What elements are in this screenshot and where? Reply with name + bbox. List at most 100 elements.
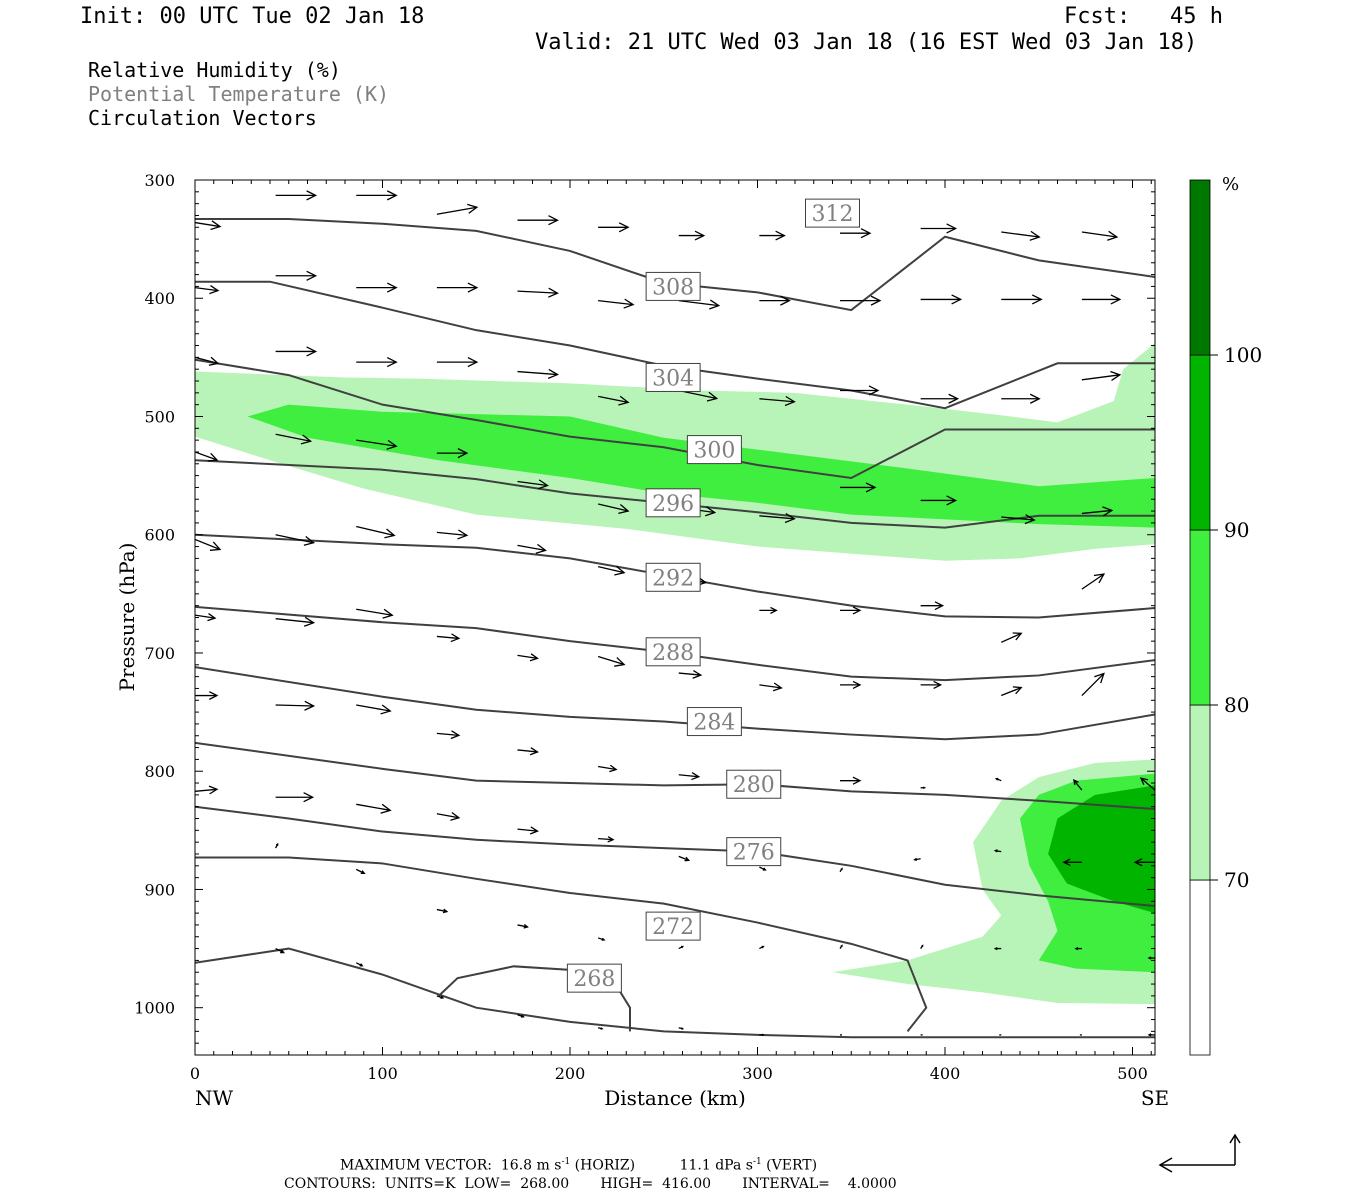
circulation-vector bbox=[993, 946, 1002, 951]
vector-head bbox=[208, 356, 220, 366]
vector-head bbox=[1012, 686, 1023, 695]
vector-head bbox=[1102, 506, 1114, 517]
circulation-vector bbox=[275, 842, 279, 849]
theta-label-box-304 bbox=[645, 362, 701, 392]
colorbar-segment-3 bbox=[1189, 354, 1211, 531]
y-tick-label: 500 bbox=[144, 407, 175, 426]
vector-head bbox=[440, 995, 445, 999]
vector-head bbox=[209, 284, 220, 295]
vector-head bbox=[772, 682, 783, 692]
circulation-vector bbox=[839, 944, 843, 949]
circulation-vector bbox=[759, 295, 791, 306]
vector-head bbox=[306, 190, 318, 201]
vector-head bbox=[913, 857, 918, 862]
vector-head bbox=[450, 812, 461, 821]
circulation-vector bbox=[678, 669, 703, 679]
theta-contour-276 bbox=[195, 805, 1155, 908]
vector-head bbox=[1029, 393, 1041, 404]
circulation-vector bbox=[1147, 956, 1155, 960]
vector-head bbox=[300, 434, 313, 445]
circulation-vector bbox=[355, 868, 366, 875]
vector-shaft bbox=[598, 299, 634, 306]
vector-head bbox=[537, 479, 549, 490]
circulation-vector bbox=[598, 836, 615, 843]
vector-head bbox=[609, 764, 618, 773]
circulation-vector bbox=[597, 937, 606, 941]
circulation-vector bbox=[356, 803, 392, 814]
circulation-vector bbox=[275, 534, 316, 546]
circulation-vector bbox=[920, 601, 945, 611]
circulation-vector bbox=[840, 482, 877, 493]
vector-shaft bbox=[275, 534, 314, 544]
vector-head bbox=[384, 528, 396, 539]
vector-shaft bbox=[436, 813, 459, 819]
theta-label-box-276 bbox=[726, 837, 782, 867]
vector-shaft bbox=[436, 206, 477, 215]
vector-head bbox=[1147, 956, 1152, 960]
vector-shaft bbox=[759, 684, 782, 689]
circulation-vector bbox=[275, 792, 315, 803]
y-tick-label: 1000 bbox=[134, 999, 175, 1018]
vector-head bbox=[922, 786, 927, 790]
vector-head bbox=[840, 944, 843, 948]
theta-label-288: 288 bbox=[652, 641, 694, 666]
circulation-vector bbox=[195, 451, 219, 462]
vector-head bbox=[948, 393, 960, 404]
circulation-vector bbox=[195, 613, 217, 622]
vector-shaft bbox=[275, 704, 314, 707]
vector-shaft bbox=[1001, 686, 1022, 697]
forecast-hour: Fcst: 45 h bbox=[1064, 4, 1223, 29]
circulation-vector bbox=[436, 357, 479, 368]
vector-shaft bbox=[1001, 516, 1035, 521]
circulation-vector bbox=[598, 222, 630, 233]
x-axis-label: Distance (km) bbox=[604, 1086, 746, 1110]
circulation-vector bbox=[1062, 858, 1082, 866]
circulation-vector bbox=[920, 393, 960, 404]
circulation-vector bbox=[275, 346, 318, 357]
circulation-vector bbox=[275, 700, 316, 711]
vector-head bbox=[684, 856, 691, 862]
valid-time: Valid: 21 UTC Wed 03 Jan 18 (16 EST Wed … bbox=[535, 30, 1198, 55]
theta-label-box-292 bbox=[645, 562, 701, 592]
vector-head bbox=[618, 395, 630, 406]
vector-shaft bbox=[436, 732, 459, 737]
circulation-vector bbox=[1001, 686, 1023, 697]
vector-head bbox=[210, 220, 222, 231]
vector-shaft bbox=[1081, 374, 1120, 381]
vector-head bbox=[467, 357, 479, 368]
circulation-vector bbox=[1001, 294, 1043, 305]
x-tick-label: 500 bbox=[1117, 1064, 1148, 1083]
vector-shaft bbox=[356, 608, 393, 616]
vector-head bbox=[547, 368, 559, 379]
vector-shaft bbox=[517, 290, 558, 294]
circulation-vector bbox=[356, 525, 396, 539]
vector-head bbox=[303, 535, 316, 546]
vector-shaft bbox=[275, 618, 314, 624]
circulation-vector bbox=[1081, 230, 1119, 241]
max-vector-horiz: 16.8 m s bbox=[500, 1157, 562, 1174]
vector-head bbox=[1062, 858, 1071, 866]
circulation-vector bbox=[678, 855, 691, 862]
circulation-vector bbox=[517, 747, 539, 756]
circulation-vector bbox=[436, 812, 461, 821]
circulation-vector bbox=[840, 680, 862, 689]
vector-head bbox=[870, 295, 882, 306]
vector-head bbox=[761, 1033, 765, 1037]
colorbar-label: 90 bbox=[1224, 518, 1249, 542]
legend-vectors: Circulation Vectors bbox=[88, 106, 317, 130]
vector-head bbox=[306, 346, 318, 357]
vector-head bbox=[1012, 632, 1023, 641]
contour-info: CONTOURS: UNITS=K LOW= 268.00 HIGH= 416.… bbox=[284, 1176, 897, 1192]
vector-shaft bbox=[1081, 573, 1105, 590]
circulation-vector bbox=[1081, 506, 1114, 517]
vector-head bbox=[306, 270, 318, 281]
vector-shaft bbox=[678, 299, 719, 307]
vector-shaft bbox=[436, 908, 448, 913]
vector-shaft bbox=[356, 803, 391, 811]
circulation-vector bbox=[1001, 393, 1041, 404]
vector-shaft bbox=[678, 672, 701, 676]
vector-head bbox=[946, 223, 958, 234]
circulation-vector bbox=[275, 616, 316, 627]
circulation-vector bbox=[993, 849, 1002, 853]
theta-contour-296 bbox=[195, 459, 1155, 529]
